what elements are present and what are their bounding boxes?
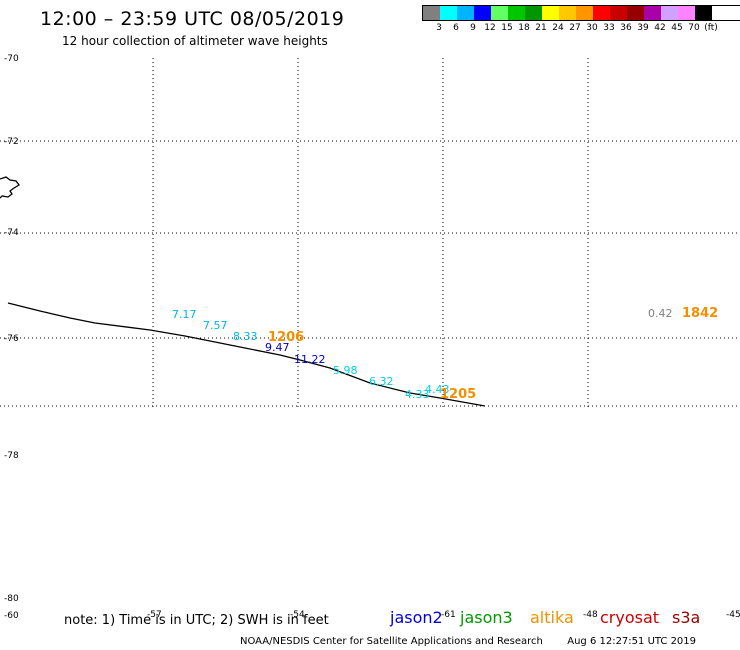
lat-label: -74 — [4, 228, 19, 238]
color-swatch — [627, 6, 644, 20]
wave-height-label: 4.43 — [425, 383, 450, 396]
graticule — [0, 58, 740, 408]
color-scale-label: 42 — [654, 23, 666, 33]
color-swatch — [559, 6, 576, 20]
lat-label: -72 — [4, 137, 19, 147]
wave-height-label: 0.42 — [648, 307, 673, 320]
credit-line: NOAA/NESDIS Center for Satellite Applica… — [240, 636, 696, 647]
satellite-jason2: jason2 — [390, 608, 443, 627]
coastline — [0, 176, 20, 199]
color-scale-label: 6 — [453, 23, 459, 33]
lat-label: -60 — [4, 611, 19, 621]
color-swatch — [610, 6, 627, 20]
credit-organization: NOAA/NESDIS Center for Satellite Applica… — [240, 636, 543, 647]
satellite-track — [7, 302, 486, 407]
lat-label: -70 — [4, 54, 19, 64]
lon-label: -61 — [441, 610, 456, 620]
lat-label: -80 — [4, 594, 19, 604]
color-legend: 3 6 9 12 15 18 21 24 27 30 33 36 39 42 45 70 (ft) — [422, 5, 740, 33]
color-scale-label: 3 — [436, 23, 442, 33]
units-note: note: 1) Time is in UTC; 2) SWH is in fe… — [64, 613, 329, 628]
wave-height-label: 9.47 — [265, 341, 290, 354]
color-scale-label: 9 — [470, 23, 476, 33]
color-swatch — [491, 6, 508, 20]
lon-label: -57 — [147, 610, 162, 620]
lat-label: -76 — [4, 334, 19, 344]
satellite-jason3: jason3 — [460, 608, 513, 627]
color-swatch — [457, 6, 474, 20]
color-scale-label: (ft) — [704, 23, 718, 33]
map-title: 12:00 – 23:59 UTC 08/05/2019 — [40, 8, 345, 30]
color-scale-label: 70 — [688, 23, 700, 33]
color-scale-label: 33 — [603, 23, 615, 33]
color-scale-label: 39 — [637, 23, 649, 33]
generated-timestamp: Aug 6 12:27:51 UTC 2019 — [567, 636, 697, 647]
lat-label: -78 — [4, 451, 19, 461]
color-scale-labels: 3 6 9 12 15 18 21 24 27 30 33 36 39 42 45 70 (ft) — [422, 21, 740, 33]
pass-time-label: 1842 — [682, 306, 718, 321]
color-scale-label: 21 — [535, 23, 547, 33]
wave-height-label: 7.17 — [172, 308, 197, 321]
wave-height-label: 6.32 — [369, 375, 394, 388]
color-swatch — [644, 6, 661, 20]
satellite-s3a: s3a — [672, 608, 701, 627]
wave-height-label: 11.22 — [294, 353, 326, 366]
wave-height-label: 7.57 — [203, 319, 228, 332]
color-swatch — [542, 6, 559, 20]
color-swatch — [576, 6, 593, 20]
color-scale-label: 30 — [586, 23, 598, 33]
color-scale-label: 18 — [518, 23, 530, 33]
lon-label: -48 — [583, 610, 598, 620]
lon-label: -54 — [290, 610, 305, 620]
wave-height-label: 5.98 — [333, 364, 358, 377]
color-swatch — [440, 6, 457, 20]
color-swatch — [525, 6, 542, 20]
color-scale-label: 24 — [552, 23, 564, 33]
color-scale-label: 45 — [671, 23, 683, 33]
satellite-cryosat: cryosat — [600, 608, 660, 627]
color-swatch — [508, 6, 525, 20]
color-swatch — [695, 6, 712, 20]
color-scale-label: 27 — [569, 23, 581, 33]
lon-label: -45 — [726, 610, 740, 620]
map-subtitle: 12 hour collection of altimeter wave hei… — [62, 34, 328, 48]
pass-time-label: 1206 — [268, 330, 304, 345]
wave-height-label: 8.33 — [233, 330, 258, 343]
lat-label: -78 — [4, 400, 19, 410]
satellite-altika: altika — [530, 608, 574, 627]
color-swatch — [678, 6, 695, 20]
color-swatches — [422, 5, 740, 21]
color-scale-label: 12 — [484, 23, 496, 33]
color-swatch — [423, 6, 440, 20]
pass-time-label: 1205 — [440, 387, 476, 402]
color-swatch — [593, 6, 610, 20]
color-scale-label: 15 — [501, 23, 513, 33]
wave-height-label: 4.33 — [405, 388, 430, 401]
color-swatch — [661, 6, 678, 20]
color-scale-label: 36 — [620, 23, 632, 33]
color-swatch — [474, 6, 491, 20]
